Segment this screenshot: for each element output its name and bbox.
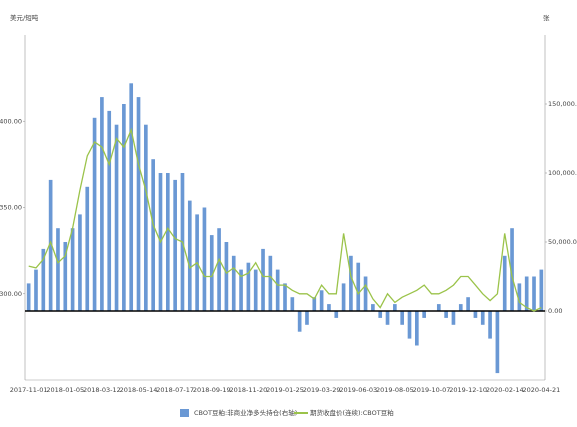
- bar: [305, 311, 309, 325]
- bar: [217, 228, 221, 311]
- bar: [151, 159, 155, 311]
- x-tick-label: 2017-11-01: [10, 386, 48, 394]
- x-tick-label: 2018-07-17: [156, 386, 194, 394]
- bar: [393, 304, 397, 311]
- bar: [297, 311, 302, 332]
- bar: [283, 283, 287, 311]
- bar: [107, 110, 112, 312]
- bar: [275, 269, 280, 311]
- bar: [114, 124, 119, 311]
- bar: [129, 83, 134, 311]
- bar: [400, 311, 405, 325]
- bar: [415, 311, 419, 346]
- bar: [92, 117, 97, 311]
- x-tick-label: 2019-10-07: [413, 386, 451, 394]
- bar: [173, 179, 177, 311]
- legend-label: CBOT豆粕:非商业净多头持仓(右轴): [194, 408, 297, 417]
- y-tick-label: 300.00: [0, 290, 22, 298]
- bar: [312, 297, 317, 311]
- x-tick-label: 2018-05-14: [120, 386, 158, 394]
- y2-tick-label: 150,000.00: [548, 100, 577, 108]
- bar: [34, 269, 38, 311]
- bar: [349, 255, 353, 311]
- bar: [70, 228, 75, 311]
- y-tick-label: 350.00: [0, 204, 22, 212]
- x-tick-label: 2019-01-25: [266, 386, 304, 394]
- bar: [85, 186, 90, 311]
- bar: [524, 276, 529, 311]
- line: [28, 127, 542, 312]
- bar: [56, 228, 60, 311]
- bar: [231, 255, 236, 311]
- bar: [209, 235, 214, 311]
- bar: [466, 297, 470, 311]
- bar: [187, 200, 192, 311]
- bar: [41, 248, 46, 311]
- bar: [334, 311, 339, 318]
- bar: [385, 311, 390, 325]
- x-tick-label: 2019-06-03: [339, 386, 377, 394]
- bar: [436, 304, 441, 311]
- bar: [532, 276, 536, 311]
- x-tick-label: 2019-03-29: [303, 386, 341, 394]
- x-tick-label: 2019-08-05: [376, 386, 414, 394]
- x-tick-label: 2020-02-14: [486, 386, 524, 394]
- y2-tick-label: 100,000.00: [548, 169, 577, 177]
- bar: [78, 214, 82, 311]
- bar: [451, 311, 456, 325]
- bar: [268, 255, 273, 311]
- bar: [488, 311, 492, 339]
- x-tick-label: 2019-12-10: [449, 386, 487, 394]
- bar: [261, 248, 265, 311]
- bar: [48, 179, 53, 311]
- y-unit: 美元/短吨: [10, 13, 39, 22]
- bar: [539, 269, 544, 311]
- bar: [63, 242, 68, 311]
- legend-swatch: [180, 409, 189, 417]
- bar: [100, 97, 104, 311]
- bar: [239, 269, 243, 311]
- y-tick-label: 400.00: [0, 117, 22, 125]
- bar: [517, 283, 522, 311]
- bar: [26, 283, 31, 311]
- bar: [253, 269, 258, 311]
- bar: [444, 311, 448, 318]
- bar: [327, 304, 331, 311]
- bar: [144, 124, 148, 311]
- y2-unit: 张: [543, 13, 550, 22]
- bar: [495, 311, 500, 374]
- bar: [422, 311, 426, 318]
- bar: [363, 276, 368, 311]
- bar: [473, 311, 478, 318]
- bar: [224, 242, 229, 311]
- bar: [122, 104, 126, 311]
- bar: [407, 311, 412, 339]
- x-tick-label: 2018-03-12: [83, 386, 121, 394]
- bar: [246, 262, 251, 311]
- y2-tick-label: 0.00: [548, 307, 562, 315]
- x-tick-label: 2018-01-05: [46, 386, 84, 394]
- x-tick-label: 2018-11-20: [229, 386, 267, 394]
- bar: [165, 173, 170, 311]
- legend-label: 期货收盘价(连续):CBOT豆粕: [310, 408, 394, 417]
- bar: [502, 255, 507, 311]
- x-tick-label: 2018-09-19: [193, 386, 231, 394]
- bar: [480, 311, 485, 325]
- bar: [202, 207, 207, 311]
- bar: [458, 304, 463, 311]
- x-tick-label: 2020-04-21: [522, 386, 560, 394]
- bar: [510, 228, 514, 311]
- bar: [341, 283, 346, 311]
- bar: [136, 97, 141, 311]
- bar: [371, 304, 375, 311]
- bar: [319, 290, 324, 311]
- bar: [378, 311, 383, 318]
- bar: [356, 262, 361, 311]
- bar: [290, 297, 295, 311]
- y2-tick-label: 50,000.00: [548, 238, 577, 246]
